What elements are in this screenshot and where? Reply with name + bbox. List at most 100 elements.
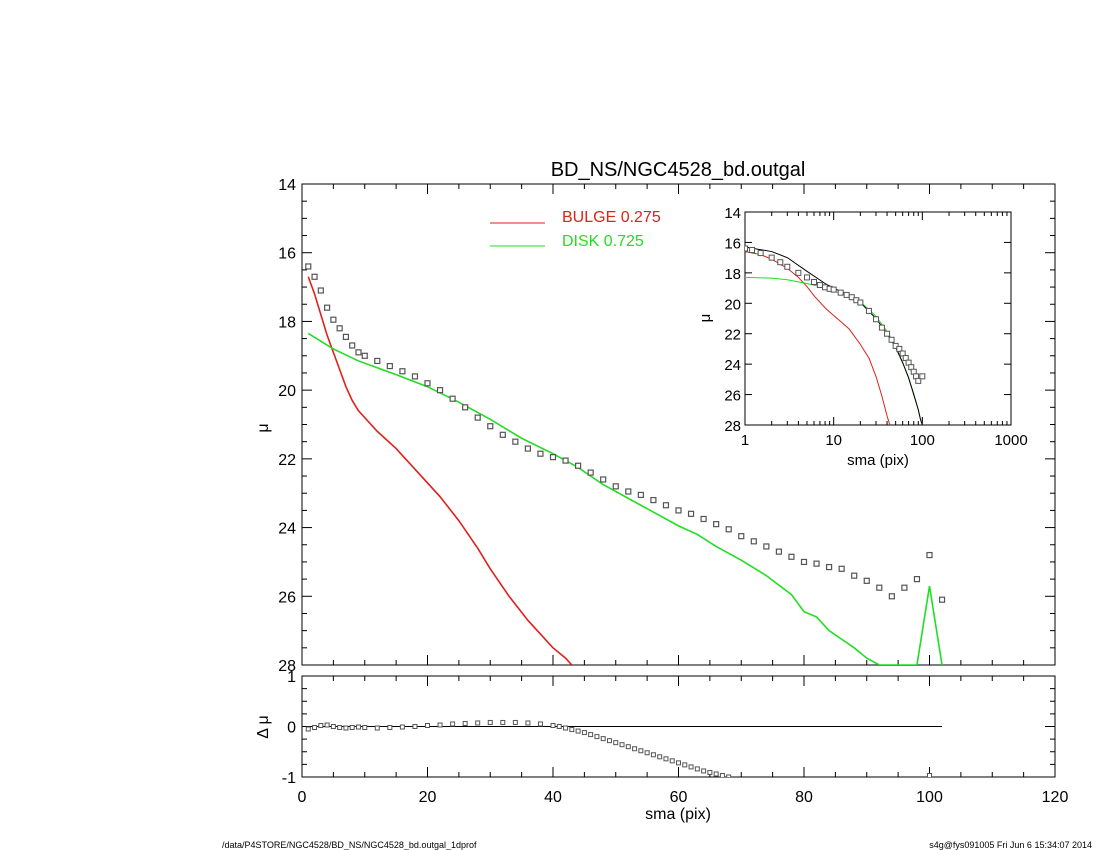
residual-data-point	[688, 764, 694, 770]
inset-data-point	[899, 350, 906, 357]
main-data-point	[775, 548, 783, 555]
footer-file-path: /data/P4STORE/NGC4528/BD_NS/NGC4528_bd.o…	[222, 840, 477, 850]
inset-data-point	[892, 342, 899, 349]
main-data-point	[687, 510, 695, 517]
main-panel: 14 16 18 20 22 24 26 28 BD_NS/NGC4528_bd.outgal…	[255, 159, 1056, 675]
residual-data-point	[399, 724, 405, 730]
residual-data-point	[619, 742, 625, 748]
inset-data-point	[865, 307, 872, 314]
inset-ytick-label: 16	[724, 235, 741, 252]
residual-tick-marks	[301, 675, 1056, 778]
main-data-point	[386, 362, 393, 370]
residual-data-point	[550, 722, 556, 728]
main-data-point	[763, 543, 770, 550]
residual-data-point	[387, 725, 393, 731]
inset-data-point	[857, 299, 864, 306]
main-data-point	[512, 438, 519, 445]
inset-data-point	[848, 294, 855, 301]
main-data-point	[462, 404, 469, 411]
main-data-point	[750, 538, 757, 545]
residual-data-point	[343, 725, 349, 731]
residual-data-point	[312, 725, 318, 731]
residual-data-point	[575, 728, 581, 734]
inset-data-point	[830, 286, 837, 293]
residual-data-point	[487, 719, 493, 725]
main-data-point	[863, 577, 870, 584]
inset-tick-marks	[744, 211, 1012, 426]
residual-data-point	[726, 774, 732, 777]
residual-data-point	[669, 758, 675, 764]
main-data-point	[342, 333, 350, 340]
inset-data-point	[915, 377, 922, 384]
residual-data-point	[713, 771, 719, 777]
inset-ytick-label: 18	[724, 266, 741, 283]
residual-y-axis-label: Δ μ	[255, 715, 272, 738]
main-data-point	[449, 395, 456, 402]
main-data-point	[330, 316, 337, 323]
main-data-point	[355, 349, 362, 356]
main-ytick-label: 14	[278, 177, 296, 194]
residual-data-point	[318, 722, 324, 728]
main-disk-line	[307, 332, 943, 665]
main-data-point	[637, 491, 644, 499]
residual-data-point	[355, 724, 361, 730]
inset-data-point	[757, 250, 764, 257]
legend-disk-label: DISK 0.725	[562, 233, 644, 250]
residual-data-point	[927, 772, 932, 777]
main-data-point	[311, 273, 318, 280]
legend-bulge-label: BULGE 0.275	[562, 209, 661, 226]
main-data-point	[336, 325, 343, 332]
main-data-point	[600, 476, 607, 483]
inset-ytick-label: 28	[724, 418, 741, 435]
residual-data-point	[475, 720, 481, 726]
inset-data-point	[888, 336, 895, 343]
residual-ytick-label: -1	[282, 770, 296, 787]
inset-data-point	[884, 330, 891, 337]
main-data-point	[901, 584, 908, 591]
footer-timestamp: s4g@fys091005 Fri Jun 6 15:34:07 2014	[929, 840, 1092, 850]
residual-data-point	[694, 766, 700, 772]
main-data-point	[537, 450, 544, 457]
main-data-point	[424, 380, 431, 387]
residual-data-point	[362, 725, 368, 731]
residual-data-point	[594, 734, 600, 740]
main-y-axis-label: μ	[255, 423, 272, 432]
inset-xtick-label: 100	[910, 432, 935, 449]
inset-ytick-label: 14	[724, 205, 741, 222]
main-data-point	[549, 454, 557, 461]
main-data-point	[813, 560, 820, 567]
main-data-point	[788, 553, 795, 560]
main-data-point	[374, 357, 381, 365]
residual-data-point	[588, 732, 594, 738]
inset-bulge-line	[745, 251, 891, 425]
inset-ytick-label: 20	[724, 296, 741, 313]
main-data-point	[317, 287, 324, 294]
main-ytick-label: 24	[278, 521, 296, 538]
residual-ytick-label: 1	[287, 669, 296, 686]
residual-data-point	[337, 725, 343, 731]
inset-data-point	[872, 316, 879, 323]
inset-data-point	[803, 274, 810, 281]
main-data-point	[738, 533, 745, 540]
inset-data-point	[795, 269, 802, 276]
residual-data-point	[701, 768, 707, 774]
main-data-point	[524, 445, 532, 452]
residual-ytick-label: 0	[287, 720, 296, 737]
residual-data-point	[581, 730, 587, 736]
main-data-point	[650, 496, 657, 504]
main-data-point	[411, 373, 419, 380]
main-data-point	[324, 304, 331, 311]
main-data-point	[800, 558, 808, 566]
residual-data-point	[719, 772, 725, 777]
residual-data-point	[305, 726, 311, 732]
main-data-point	[361, 352, 368, 359]
residual-data-point	[330, 724, 336, 729]
residual-data-point	[707, 769, 713, 775]
inset-series-group	[745, 245, 926, 425]
main-data-point	[913, 576, 921, 583]
residual-data-point	[625, 744, 631, 750]
inset-xtick-label: 1000	[994, 432, 1027, 449]
